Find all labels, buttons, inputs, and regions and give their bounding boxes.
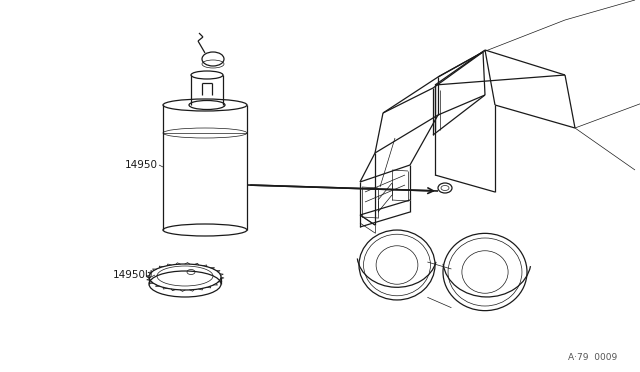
Text: 14950U: 14950U xyxy=(113,270,154,280)
Text: 14950: 14950 xyxy=(125,160,158,170)
Text: A·79  0009: A·79 0009 xyxy=(568,353,617,362)
